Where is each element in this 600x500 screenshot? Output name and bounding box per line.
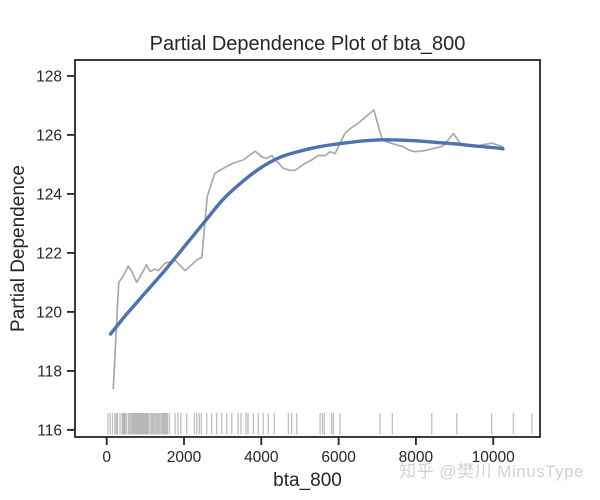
- x-tick-label: 4000: [244, 449, 279, 466]
- y-axis-label: Partial Dependence: [8, 165, 29, 332]
- smoothed-trend-line: [108, 138, 505, 336]
- raw-partial-dependence-line: [112, 109, 504, 390]
- x-tick-label: 2000: [167, 449, 202, 466]
- y-tick-label: 116: [37, 422, 62, 439]
- x-axis-label: bta_800: [273, 470, 342, 491]
- y-tick-label: 128: [36, 68, 62, 85]
- x-tick-label: 0: [102, 449, 111, 466]
- chart-title: Partial Dependence Plot of bta_800: [150, 33, 466, 55]
- y-tick-label: 124: [36, 186, 62, 203]
- x-tick-label: 10000: [472, 449, 515, 466]
- y-tick-label: 118: [37, 363, 62, 380]
- y-tick-label: 122: [36, 245, 62, 262]
- y-tick-label: 126: [36, 127, 62, 144]
- watermark: 知乎 @樊川 MinusType: [399, 462, 584, 481]
- x-tick-label: 6000: [321, 449, 356, 466]
- plot-border: [74, 59, 541, 438]
- y-tick-label: 120: [36, 304, 62, 321]
- x-tick-label: 8000: [399, 449, 434, 466]
